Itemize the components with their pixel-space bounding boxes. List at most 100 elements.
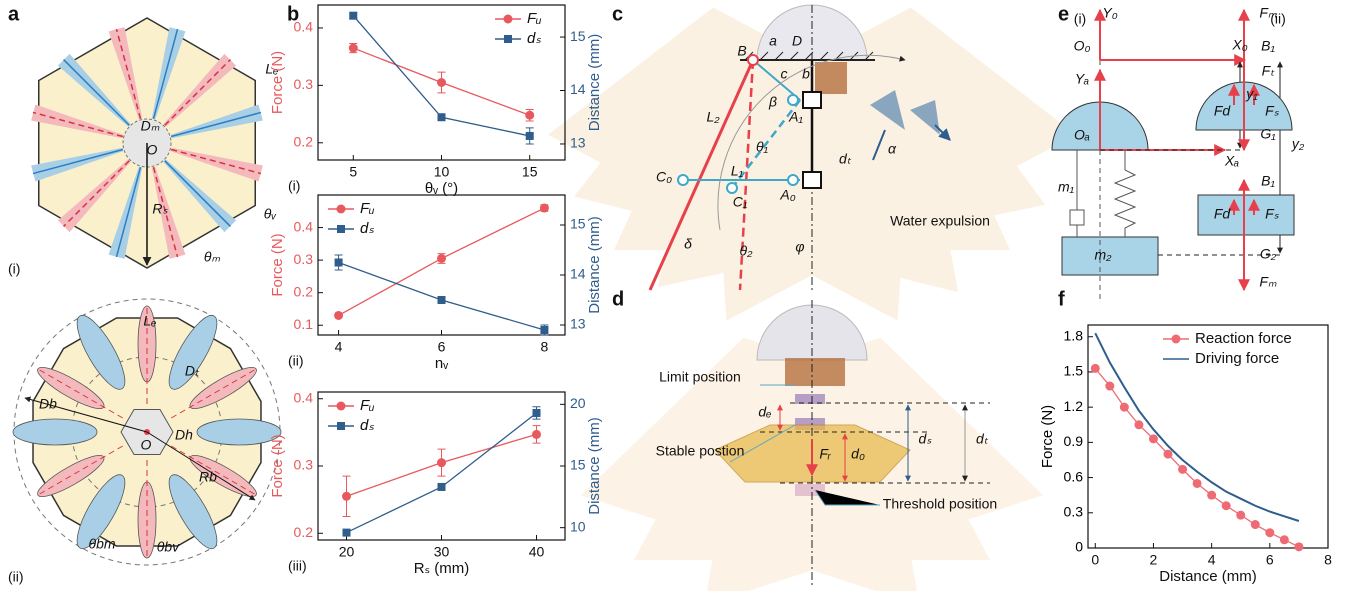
label: B	[737, 43, 746, 59]
y2-tick-label: 10	[570, 518, 586, 534]
label: C₀	[656, 169, 672, 185]
marker	[343, 529, 351, 537]
legend-label: Reaction force	[1195, 330, 1292, 347]
legend-marker	[337, 205, 346, 214]
x-tick-label: 2	[1150, 552, 1158, 568]
marker	[437, 254, 446, 263]
x-tick-label: 4	[1208, 552, 1216, 568]
x-tick-label: 30	[434, 544, 450, 560]
x-tick-label: 15	[522, 164, 538, 180]
panel-label: e	[1058, 3, 1069, 25]
x-tick-label: 6	[1266, 552, 1274, 568]
label: θᵥ	[264, 206, 278, 222]
x-tick-label: 5	[349, 164, 357, 180]
legend-marker	[337, 225, 345, 233]
marker	[1120, 403, 1129, 412]
shuttle-d	[581, 300, 1043, 591]
x-tick-label: 6	[438, 339, 446, 355]
label: y₁	[1245, 86, 1258, 102]
marker	[1134, 420, 1143, 429]
label: dₑ	[758, 404, 771, 420]
panel-a-schematic	[13, 18, 281, 565]
label: Dh	[175, 427, 193, 443]
label: Rb	[199, 469, 217, 485]
label: Y₀	[1102, 5, 1117, 21]
legend-marker	[1172, 335, 1181, 344]
y-tick-label: 1.8	[1064, 327, 1084, 343]
label: G₁	[1260, 126, 1276, 142]
y-tick-label: 0.3	[294, 251, 314, 267]
x-axis-label: Distance (mm)	[1159, 568, 1257, 585]
y-tick-label: 0.1	[294, 316, 314, 332]
y-tick-label: 0.4	[294, 218, 314, 234]
label: B₁	[1261, 38, 1275, 54]
label: dₛ	[918, 431, 932, 447]
y2-tick-label: 13	[570, 135, 586, 151]
label: θbm	[88, 536, 115, 552]
legend-marker	[337, 422, 345, 430]
legend-label: dₛ	[360, 417, 374, 434]
legend-label: Driving force	[1195, 350, 1279, 367]
label: θbv	[157, 539, 180, 555]
label: Fₛ	[1265, 206, 1280, 222]
legend-marker	[504, 35, 512, 43]
y-tick-label: 0.3	[294, 457, 314, 473]
y2-tick-label: 14	[570, 81, 586, 97]
label: β	[768, 94, 777, 110]
label: Fᵣ	[819, 446, 832, 462]
marker	[1236, 511, 1245, 520]
label: Fₘ	[1259, 5, 1277, 21]
label: δ	[684, 236, 692, 252]
marker	[1178, 465, 1187, 474]
label: L₂	[706, 109, 720, 125]
marker	[349, 44, 358, 53]
panel-label: a	[8, 3, 20, 25]
label: (i)	[1074, 11, 1086, 27]
marker	[438, 296, 446, 304]
marker	[349, 12, 357, 20]
marker	[1207, 491, 1216, 500]
label: b	[802, 66, 810, 82]
legend-label: Fᵤ	[360, 200, 374, 217]
sub-label: (ii)	[288, 353, 304, 369]
marker	[1193, 479, 1202, 488]
x-tick-label: 8	[541, 339, 549, 355]
y2-axis-label: Distance (mm)	[586, 216, 603, 314]
label: α	[888, 141, 897, 157]
marker	[1149, 434, 1158, 443]
y-axis-label: Force (N)	[269, 233, 286, 296]
marker	[1294, 542, 1303, 551]
marker	[1164, 450, 1173, 459]
x-tick-label: 20	[339, 544, 355, 560]
legend-marker	[504, 15, 513, 24]
shuttle-c	[548, 0, 1076, 321]
marker	[525, 111, 534, 120]
label: Fd	[1214, 103, 1232, 119]
x-axis-label: Rₛ (mm)	[414, 560, 470, 577]
label: θₘ	[204, 249, 221, 265]
x-tick-label: 4	[335, 339, 343, 355]
marker	[437, 458, 446, 467]
label: A₁	[788, 109, 803, 125]
label: O₀	[1074, 38, 1091, 54]
label: θ₂	[740, 243, 754, 259]
marker	[526, 132, 534, 140]
label: C₁	[733, 194, 748, 210]
label: Xₐ	[1224, 153, 1239, 169]
y2-tick-label: 15	[570, 457, 586, 473]
panel-label: d	[612, 288, 624, 310]
label: θ₁	[756, 139, 769, 155]
y2-tick-label: 13	[570, 316, 586, 332]
y-tick-label: 0.3	[294, 76, 314, 92]
series-line	[1095, 368, 1299, 546]
marker	[1251, 520, 1260, 529]
marker	[532, 430, 541, 439]
sub-label: (ii)	[8, 569, 24, 585]
marker	[533, 409, 541, 417]
label: X₀	[1231, 37, 1247, 53]
sub-label: (i)	[8, 261, 20, 277]
legend-label: dₛ	[527, 30, 541, 47]
marker	[1265, 528, 1274, 537]
